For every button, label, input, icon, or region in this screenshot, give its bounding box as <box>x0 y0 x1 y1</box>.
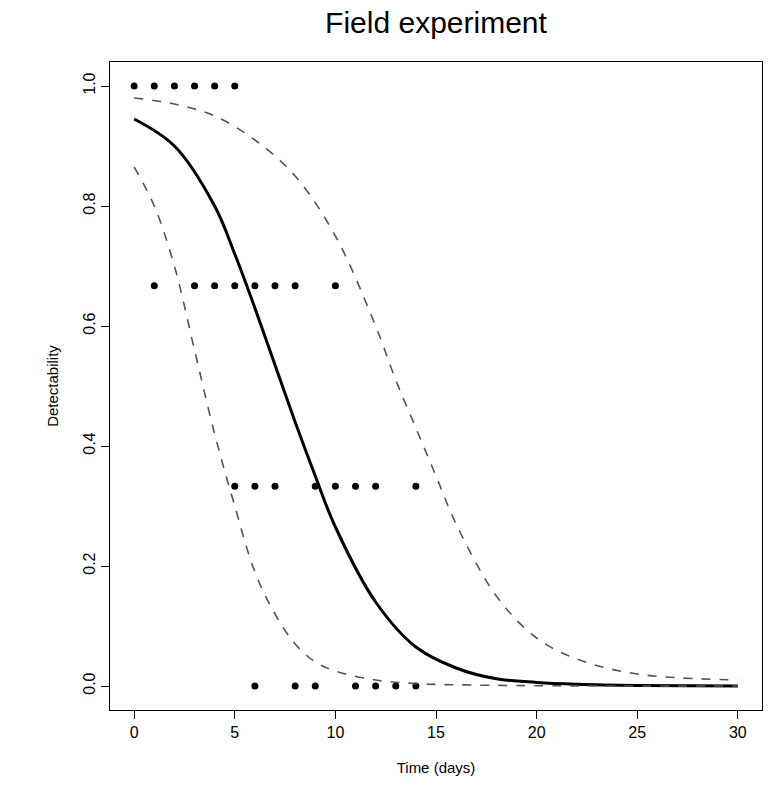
svg-text:0.6: 0.6 <box>81 312 98 334</box>
svg-text:10: 10 <box>326 724 344 741</box>
svg-text:1.0: 1.0 <box>81 72 98 94</box>
svg-text:0.2: 0.2 <box>81 552 98 574</box>
svg-text:0: 0 <box>130 724 139 741</box>
svg-text:30: 30 <box>729 724 747 741</box>
svg-text:Field experiment: Field experiment <box>325 6 547 39</box>
svg-text:Detectability: Detectability <box>44 345 61 427</box>
svg-text:20: 20 <box>528 724 546 741</box>
svg-text:0.0: 0.0 <box>81 672 98 694</box>
svg-text:5: 5 <box>230 724 239 741</box>
svg-text:0.8: 0.8 <box>81 192 98 214</box>
svg-text:15: 15 <box>427 724 445 741</box>
svg-text:0.4: 0.4 <box>81 432 98 454</box>
svg-text:Time (days): Time (days) <box>397 759 476 776</box>
svg-text:25: 25 <box>628 724 646 741</box>
